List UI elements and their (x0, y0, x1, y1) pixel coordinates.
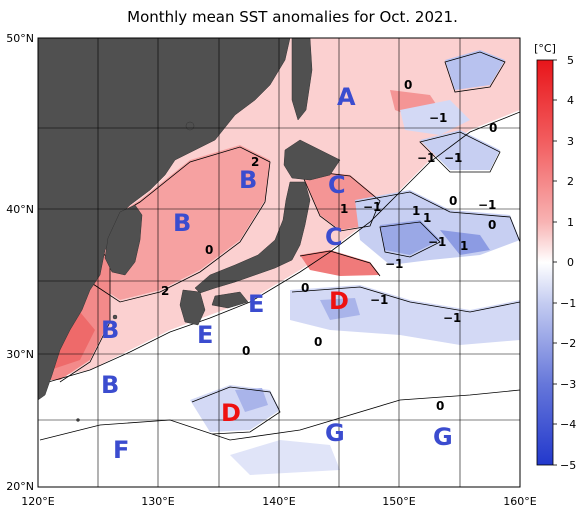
svg-text:−1: −1 (443, 311, 461, 325)
region-label-d: D (329, 287, 349, 315)
region-label-d: D (221, 399, 241, 427)
lon-label: 150°E (382, 495, 415, 508)
lon-label: 120°E (21, 495, 54, 508)
lat-label: 40°N (6, 203, 34, 216)
region-label-c: C (325, 223, 343, 251)
colorbar-tick: −5 (560, 459, 576, 472)
svg-text:2: 2 (161, 284, 169, 298)
colorbar-tick: 3 (567, 135, 574, 148)
colorbar-tick: 5 (567, 54, 574, 67)
region-label-b: B (101, 316, 119, 344)
colorbar-unit: [°C] (534, 42, 556, 55)
svg-text:0: 0 (488, 218, 496, 232)
contour-lines (38, 51, 520, 441)
region-label-f: F (113, 436, 129, 464)
region-label-b: B (173, 209, 191, 237)
land-mass (38, 38, 341, 422)
lat-label: 30°N (6, 348, 34, 361)
colorbar: [°C] 5 4 3 2 1 0 −1 −2 −3 −4 −5 (534, 42, 576, 472)
region-label-b: B (239, 166, 257, 194)
region-label-e: E (248, 290, 264, 318)
lat-label: 20°N (6, 480, 34, 493)
lon-label: 130°E (141, 495, 174, 508)
svg-text:0: 0 (436, 399, 444, 413)
svg-text:−1: −1 (478, 198, 496, 212)
contour-value-labels: 0 −1 0 −1 2 1 −1 0 1 −1 1 0 1 −1 −1 0 −1… (161, 78, 497, 413)
svg-text:−1: −1 (444, 151, 462, 165)
svg-text:0: 0 (301, 281, 309, 295)
colorbar-tick: −1 (560, 297, 576, 310)
svg-text:1: 1 (423, 211, 431, 225)
region-label-e: E (197, 321, 213, 349)
svg-text:−1: −1 (428, 235, 446, 249)
svg-text:−1: −1 (417, 151, 435, 165)
svg-text:1: 1 (412, 204, 420, 218)
region-labels: A B C C B B E E D B D G G F (101, 83, 453, 464)
map-field (38, 38, 520, 487)
svg-text:0: 0 (489, 121, 497, 135)
svg-text:1: 1 (340, 202, 348, 216)
region-label-c: C (328, 171, 346, 199)
graticule (38, 38, 520, 487)
colorbar-tick: −2 (560, 337, 576, 350)
svg-text:2: 2 (251, 155, 259, 169)
region-label-g: G (433, 423, 453, 451)
colorbar-tick: −4 (560, 418, 576, 431)
svg-text:0: 0 (449, 194, 457, 208)
colorbar-tick: 4 (567, 94, 574, 107)
map-title: Monthly mean SST anomalies for Oct. 2021… (127, 8, 458, 26)
svg-text:−1: −1 (429, 111, 447, 125)
lon-label: 160°E (503, 495, 536, 508)
colorbar-tick: 1 (567, 216, 574, 229)
colorbar-scale (536, 59, 554, 466)
svg-text:0: 0 (314, 335, 322, 349)
svg-text:0: 0 (404, 78, 412, 92)
svg-text:−1: −1 (363, 200, 381, 214)
colorbar-tick: −3 (560, 378, 576, 391)
map-frame (37, 37, 521, 488)
svg-text:−1: −1 (385, 257, 403, 271)
region-label-a: A (337, 83, 356, 111)
svg-text:0: 0 (205, 243, 213, 257)
colorbar-tick: 0 (567, 256, 574, 269)
colorbar-tick: 2 (567, 175, 574, 188)
svg-text:0: 0 (242, 344, 250, 358)
lon-label: 140°E (262, 495, 295, 508)
region-label-b: B (101, 371, 119, 399)
svg-text:−1: −1 (370, 293, 388, 307)
lat-label: 50°N (6, 32, 34, 45)
region-label-g: G (325, 419, 345, 447)
svg-text:1: 1 (460, 239, 468, 253)
